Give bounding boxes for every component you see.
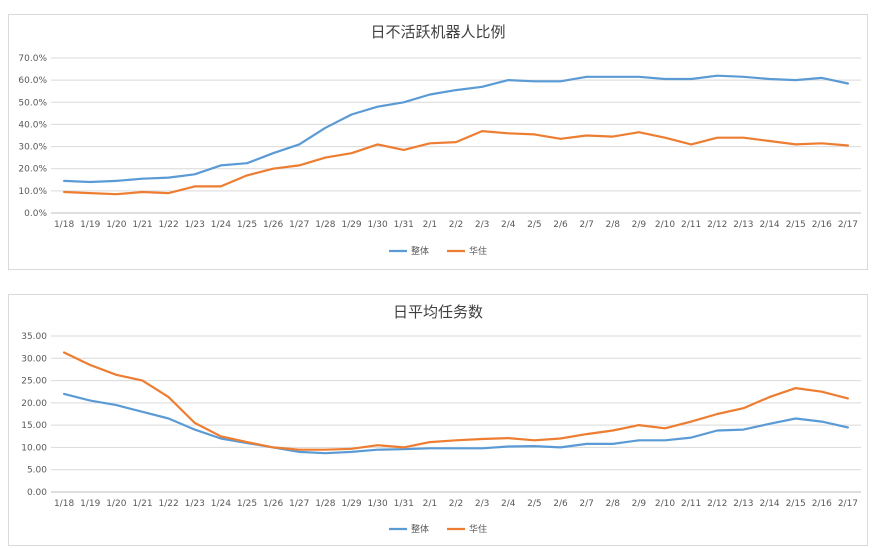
series-line-huazhu (62, 351, 850, 451)
x-tick-label: 2/5 (527, 220, 541, 230)
x-tick-label: 1/27 (289, 220, 309, 230)
x-tick-label: 2/11 (681, 220, 701, 230)
y-tick-label: 40.0% (18, 120, 47, 130)
x-tick-label: 2/1 (423, 220, 437, 230)
x-tick-label: 2/15 (786, 499, 806, 509)
x-tick-label: 1/18 (54, 499, 74, 509)
x-tick-label: 2/10 (655, 220, 675, 230)
y-tick-label: 0.00 (27, 488, 47, 498)
series-line-overall (62, 392, 850, 455)
y-tick-label: 5.00 (27, 466, 47, 476)
y-tick-label: 30.00 (21, 354, 47, 364)
chart-panel-avg-tasks: 日平均任务数 0.00 5.00 10.00 15.00 20.00 25.00 30.00… (8, 294, 868, 546)
x-tick-label: 1/29 (341, 499, 361, 509)
x-tick-label: 2/15 (786, 220, 806, 230)
x-tick-label: 1/25 (237, 499, 257, 509)
x-tick-label: 2/5 (527, 499, 541, 509)
x-tick-label: 2/9 (632, 220, 647, 230)
y-tick-label: 30.0% (18, 143, 47, 153)
x-tick-label: 1/31 (394, 220, 414, 230)
x-tick-label: 1/28 (315, 220, 335, 230)
y-tick-label: 60.0% (18, 76, 47, 86)
x-tick-label: 1/21 (132, 499, 152, 509)
x-tick-label: 2/6 (553, 220, 568, 230)
y-tick-label: 25.00 (21, 377, 47, 387)
x-tick-label: 2/14 (759, 220, 779, 230)
x-tick-label: 2/8 (606, 220, 621, 230)
x-tick-label: 1/24 (211, 220, 231, 230)
chart-title: 日平均任务数 (393, 303, 483, 321)
x-tick-label: 2/10 (655, 499, 675, 509)
x-tick-label: 2/9 (632, 499, 647, 509)
y-tick-label: 10.0% (18, 187, 47, 197)
x-tick-label: 2/2 (449, 499, 463, 509)
x-tick-label: 1/31 (394, 499, 414, 509)
x-tick-label: 1/30 (368, 499, 388, 509)
x-tick-label: 2/11 (681, 499, 701, 509)
inactive-ratio-chart: 日不活跃机器人比例 0.0% 10.0% 20.0% 30.0% 40.0% 50.0% 6… (18, 23, 861, 257)
x-tick-label: 1/26 (263, 220, 283, 230)
series-line-overall (62, 74, 850, 184)
chart-panel-inactive-ratio: 日不活跃机器人比例 0.0% 10.0% 20.0% 30.0% 40.0% 50.0% 6… (8, 14, 868, 270)
x-tick-label: 2/2 (449, 220, 463, 230)
x-tick-label: 1/20 (106, 220, 126, 230)
x-tick-label: 1/21 (132, 220, 152, 230)
x-tick-label: 2/17 (838, 499, 858, 509)
x-tick-label: 2/16 (812, 220, 832, 230)
x-tick-label: 2/3 (475, 499, 489, 509)
x-tick-label: 1/20 (106, 499, 126, 509)
avg-tasks-chart: 日平均任务数 0.00 5.00 10.00 15.00 20.00 25.00 30.00… (21, 303, 861, 535)
x-tick-label: 1/23 (185, 220, 205, 230)
x-tick-label: 2/17 (838, 220, 858, 230)
x-tick-label: 2/7 (579, 499, 593, 509)
y-tick-label: 20.0% (18, 165, 47, 175)
x-tick-label: 2/3 (475, 220, 489, 230)
x-tick-label: 2/12 (707, 220, 727, 230)
x-tick-label: 2/8 (606, 499, 621, 509)
legend-label: 整体 (411, 523, 429, 535)
y-tick-label: 70.0% (18, 54, 47, 64)
y-tick-label: 10.00 (21, 443, 47, 453)
x-tick-label: 2/1 (423, 499, 437, 509)
legend-label: 华住 (469, 245, 487, 257)
x-tick-label: 1/27 (289, 499, 309, 509)
x-tick-label: 1/23 (185, 499, 205, 509)
x-tick-label: 1/19 (80, 499, 100, 509)
x-tick-label: 2/4 (501, 499, 516, 509)
x-tick-label: 1/22 (158, 220, 178, 230)
y-tick-label: 0.0% (24, 209, 47, 219)
chart-title: 日不活跃机器人比例 (370, 23, 505, 41)
y-tick-label: 20.00 (21, 399, 47, 409)
x-tick-label: 2/12 (707, 499, 727, 509)
x-tick-label: 1/28 (315, 499, 335, 509)
y-tick-label: 35.00 (21, 332, 47, 342)
x-tick-label: 2/13 (733, 499, 753, 509)
series-line-huazhu (62, 129, 850, 196)
x-tick-label: 1/26 (263, 499, 283, 509)
x-tick-label: 1/30 (368, 220, 388, 230)
x-tick-label: 2/16 (812, 499, 832, 509)
legend-label: 整体 (411, 245, 429, 257)
x-tick-label: 2/13 (733, 220, 753, 230)
x-tick-label: 1/29 (341, 220, 361, 230)
x-tick-label: 1/25 (237, 220, 257, 230)
x-tick-label: 2/14 (759, 499, 779, 509)
x-tick-label: 1/24 (211, 499, 231, 509)
x-tick-label: 1/19 (80, 220, 100, 230)
x-tick-label: 1/22 (158, 499, 178, 509)
y-tick-label: 15.00 (21, 421, 47, 431)
y-tick-label: 50.0% (18, 98, 47, 108)
x-tick-label: 2/6 (553, 499, 568, 509)
x-tick-label: 2/4 (501, 220, 516, 230)
x-tick-label: 1/18 (54, 220, 74, 230)
x-tick-label: 2/7 (579, 220, 593, 230)
legend-label: 华住 (469, 523, 487, 535)
